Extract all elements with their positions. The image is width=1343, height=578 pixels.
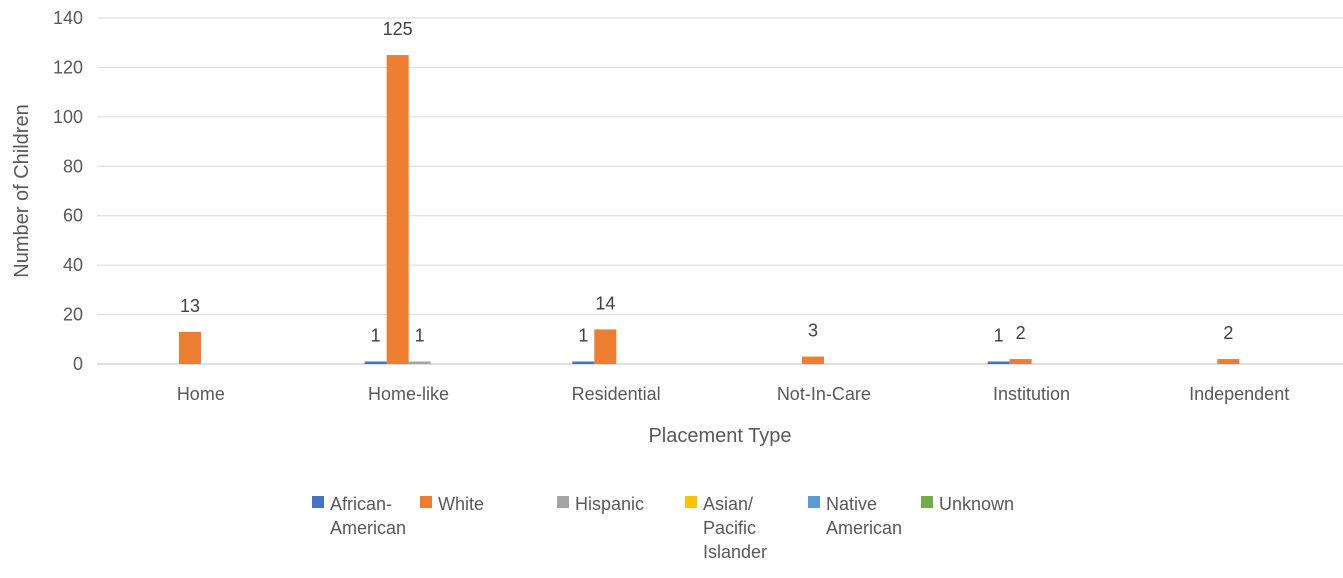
legend-swatch — [420, 496, 432, 508]
bar-white-home — [179, 331, 201, 364]
legend-swatch — [921, 496, 933, 508]
bar-white-home-like — [386, 55, 409, 364]
data-label: 1 — [994, 326, 1004, 346]
y-axis-title: Number of Children — [11, 104, 33, 277]
bar-african-american-institution — [987, 361, 1010, 364]
y-tick-label: 60 — [63, 206, 83, 226]
bars — [179, 55, 1240, 364]
legend-label: Islander — [703, 542, 767, 562]
x-category-label: Home — [177, 384, 225, 404]
x-category-label: Residential — [572, 384, 661, 404]
x-axis-categories: Home Home-like Residential Not-In-Care Insti… — [177, 384, 1289, 404]
bar-white-residential — [594, 329, 617, 364]
data-label: 14 — [595, 293, 615, 313]
bar-white-institution — [1009, 359, 1032, 364]
bar-white-independent — [1217, 359, 1240, 364]
bar-african-american-residential — [572, 361, 595, 364]
legend-swatch — [312, 496, 324, 508]
x-category-label: Institution — [993, 384, 1070, 404]
legend-label: African- — [330, 494, 392, 514]
x-category-label: Not-In-Care — [777, 384, 871, 404]
legend-label: Native — [826, 494, 877, 514]
legend-swatch — [557, 496, 569, 508]
data-label: 3 — [808, 321, 818, 341]
legend-label: White — [438, 494, 484, 514]
y-tick-label: 120 — [53, 57, 83, 77]
x-axis-title: Placement Type — [648, 425, 791, 447]
legend: African- American White Hispanic Asian/Pacif… — [312, 494, 1014, 562]
y-tick-label: 20 — [63, 305, 83, 325]
data-label: 1 — [415, 326, 425, 346]
gridlines — [97, 17, 1343, 365]
legend-label: Hispanic — [575, 494, 644, 514]
y-tick-label: 80 — [63, 156, 83, 176]
legend-swatch — [808, 496, 820, 508]
data-label: 2 — [1223, 323, 1233, 343]
data-label: 1 — [578, 326, 588, 346]
bar-african-american-home-like — [364, 361, 387, 364]
x-category-label: Home-like — [368, 384, 449, 404]
data-label: 1 — [371, 326, 381, 346]
bar-hispanic-home-like — [408, 361, 431, 364]
x-category-label: Independent — [1189, 384, 1289, 404]
legend-label: Pacific — [703, 518, 756, 538]
data-label: 13 — [180, 296, 200, 316]
legend-label: Asian/ — [703, 494, 753, 514]
y-tick-label: 40 — [63, 255, 83, 275]
y-tick-label: 140 — [53, 8, 83, 28]
y-axis-ticks: 0 20 40 60 80 100 120 140 — [53, 8, 83, 374]
y-tick-label: 0 — [73, 354, 83, 374]
legend-label: Unknown — [939, 494, 1014, 514]
y-tick-label: 100 — [53, 107, 83, 127]
data-label: 2 — [1016, 323, 1026, 343]
legend-label: American — [826, 518, 902, 538]
legend-label: American — [330, 518, 406, 538]
legend-swatch — [685, 496, 697, 508]
data-label: 125 — [383, 19, 413, 39]
bar-white-not-in-care — [802, 356, 824, 364]
